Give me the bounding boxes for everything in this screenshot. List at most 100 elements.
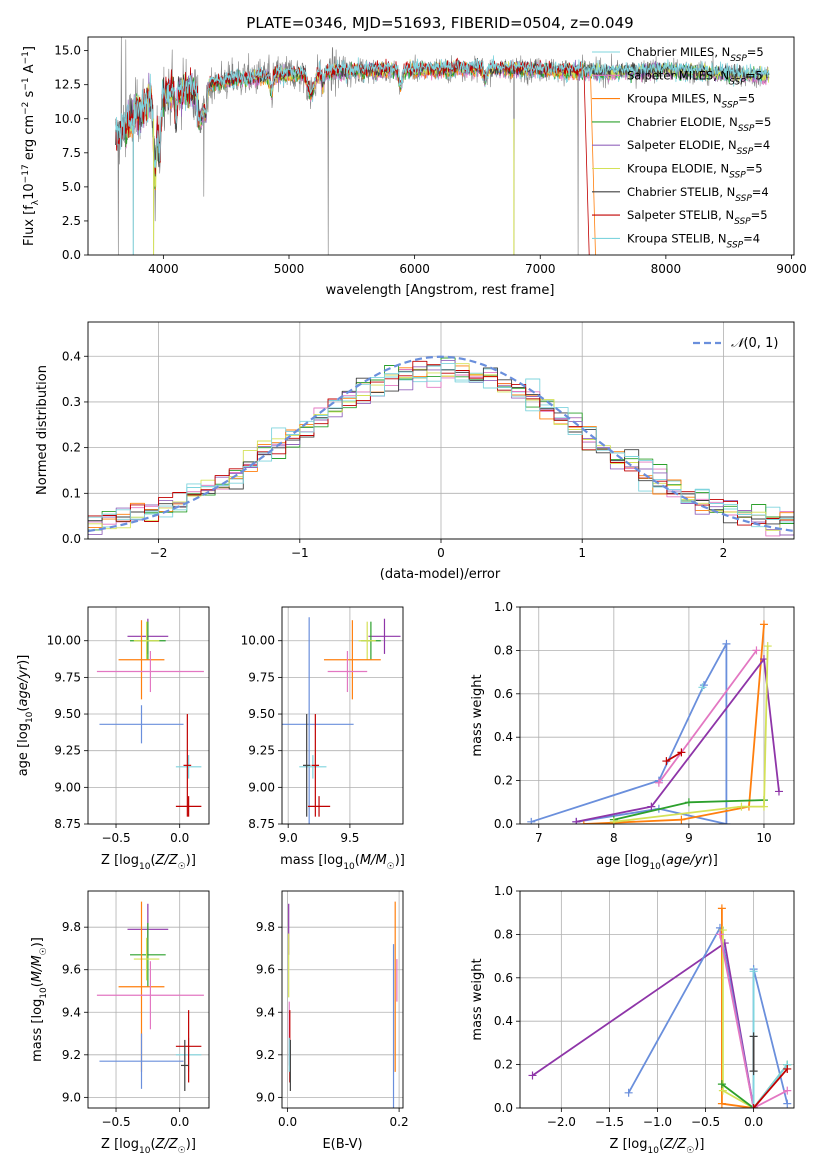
error-bar-point: [175, 796, 202, 817]
label-part: 10: [139, 1146, 151, 1156]
mass-weight-marker: [717, 904, 726, 913]
label-part: =5: [751, 208, 768, 222]
y-tick-label: 9.6: [256, 963, 275, 977]
label-part: Kroupa MILES, N: [627, 92, 722, 106]
label-part: 10: [647, 1146, 659, 1156]
residual-panel: −2 −1 0 1 2 0.0 0.1 0.2 0.3 0.4: [62, 321, 795, 560]
y-tick-label: 10.0: [54, 112, 81, 126]
x-tick-label: 4000: [148, 262, 179, 276]
label-part: =5: [746, 68, 763, 82]
y-tick-label: 1.0: [494, 884, 513, 898]
axes-frame: [87, 36, 795, 256]
y-tick-label: 9.2: [62, 1048, 81, 1062]
label-part: Chabrier STELIB, N: [627, 185, 735, 199]
y-tick-label: 5.0: [62, 180, 81, 194]
plot-area: [96, 901, 204, 1091]
y-axis-label: age [log10(age/yr)]: [16, 655, 35, 777]
error-bar-point: [183, 714, 192, 817]
axes-frame: [87, 606, 210, 825]
y-tick-label: 9.4: [62, 1005, 81, 1019]
label-part: −1: [21, 77, 31, 90]
label-part: =4: [743, 231, 760, 245]
label-part: Z/Z: [155, 1137, 179, 1152]
x-tick-label: 5000: [274, 262, 305, 276]
label-part: )]: [395, 853, 405, 868]
error-bar-point: [133, 937, 160, 981]
plot-area: [88, 355, 794, 537]
label-part: Flux [f: [22, 205, 37, 246]
label-part: age [log: [16, 723, 31, 776]
model-spectrum-line: [115, 55, 770, 169]
label-part: 10: [649, 862, 661, 872]
y-tick-label: 15.0: [54, 44, 81, 58]
y-tick-label: 9.8: [256, 920, 275, 934]
mass-weight-marker: [699, 681, 708, 690]
y-tick-label: 7.5: [62, 146, 81, 160]
label-part: )]: [694, 1137, 704, 1152]
label-part: Chabrier ELODIE, N: [627, 115, 738, 129]
y-tick-label: 8.75: [54, 817, 81, 831]
mass-weight-marker: [717, 1080, 726, 1089]
y-tick-label: 0.0: [62, 532, 81, 546]
mass-weight-vs-age-panel: 7 8 9 10 0.0 0.2 0.4 0.6 0.8 1.0: [494, 600, 795, 845]
label-part: erg cm: [22, 115, 37, 164]
mass-weight-marker: [722, 820, 731, 824]
x-axis-label: Z [log10(Z/Z☉)]: [610, 1137, 705, 1156]
label-part: M/M: [30, 955, 45, 982]
x-tick-label: −2.0: [547, 1115, 576, 1129]
error-bar-point: [302, 714, 311, 817]
y-axis-label: mass [log10(M/M☉)]: [30, 937, 49, 1062]
y-tick-label: 0.0: [494, 1101, 513, 1115]
y-tick-label: 9.00: [248, 780, 275, 794]
label-part: SSP: [729, 77, 746, 87]
label-part: Z/Z: [663, 1137, 687, 1152]
mass-weight-marker: [783, 1086, 792, 1095]
x-tick-label: 2: [720, 546, 728, 560]
y-tick-label: 9.50: [248, 707, 275, 721]
error-bar-point: [180, 1039, 189, 1091]
mass-weight-line: [576, 658, 780, 823]
y-tick-label: 9.6: [62, 963, 81, 977]
mass-weight-marker: [715, 930, 724, 939]
mass-weight-marker: [527, 817, 536, 824]
normal-curve: [88, 355, 794, 533]
label-part: =5: [747, 45, 764, 59]
label-part: SSP: [735, 194, 752, 204]
error-bar-point: [307, 796, 331, 817]
y-tick-label: 9.25: [54, 744, 81, 758]
label-part: s: [22, 90, 37, 101]
mass-weight-line: [627, 927, 789, 1108]
x-tick-label: −2: [150, 546, 168, 560]
error-bar-point: [175, 1010, 202, 1083]
y-tick-label: 9.0: [256, 1090, 275, 1104]
label-part: )]: [30, 937, 45, 947]
legend-entry: Chabrier ELODIE, NSSP=5: [627, 115, 771, 134]
x-axis-label: Z [log10(Z/Z☉)]: [101, 853, 196, 872]
mass-weight-marker: [662, 757, 671, 766]
mass-weight-marker: [717, 1099, 726, 1108]
label-part: ☉: [178, 1146, 186, 1156]
x-tick-label: 0.0: [170, 1115, 189, 1129]
plot-area: [282, 617, 401, 824]
label-part: )]: [186, 853, 196, 868]
label-part: ☉: [178, 862, 186, 872]
mass-weight-line: [531, 643, 728, 824]
legend-entry: Salpeter ELODIE, NSSP=4: [627, 138, 770, 157]
label-part: 10: [25, 711, 35, 723]
label-part: 10: [139, 862, 151, 872]
error-bar-point: [323, 620, 381, 700]
y-tick-label: 2.5: [62, 214, 81, 228]
x-tick-label: −0.5: [691, 1115, 720, 1129]
x-axis-label: wavelength [Angstrom, rest frame]: [326, 283, 555, 298]
x-tick-label: 9000: [776, 262, 807, 276]
y-tick-label: 9.2: [256, 1048, 275, 1062]
x-tick-label: 0.0: [278, 1115, 297, 1129]
age-vs-mass-panel: 9.0 9.5 8.75 9.00 9.25 9.50 9.75 10.00: [241, 606, 404, 845]
label-part: SSP: [737, 147, 754, 157]
age-vs-metallicity-panel: −0.5 0.0 8.75 9.00 9.25 9.50 9.75 10.00: [47, 606, 210, 845]
label-part: E(B-V): [322, 1137, 362, 1152]
y-axis-label: Normed distribution: [35, 365, 50, 495]
y-axis-label: mass weight: [470, 674, 485, 756]
mass-weight-marker: [718, 1086, 727, 1095]
